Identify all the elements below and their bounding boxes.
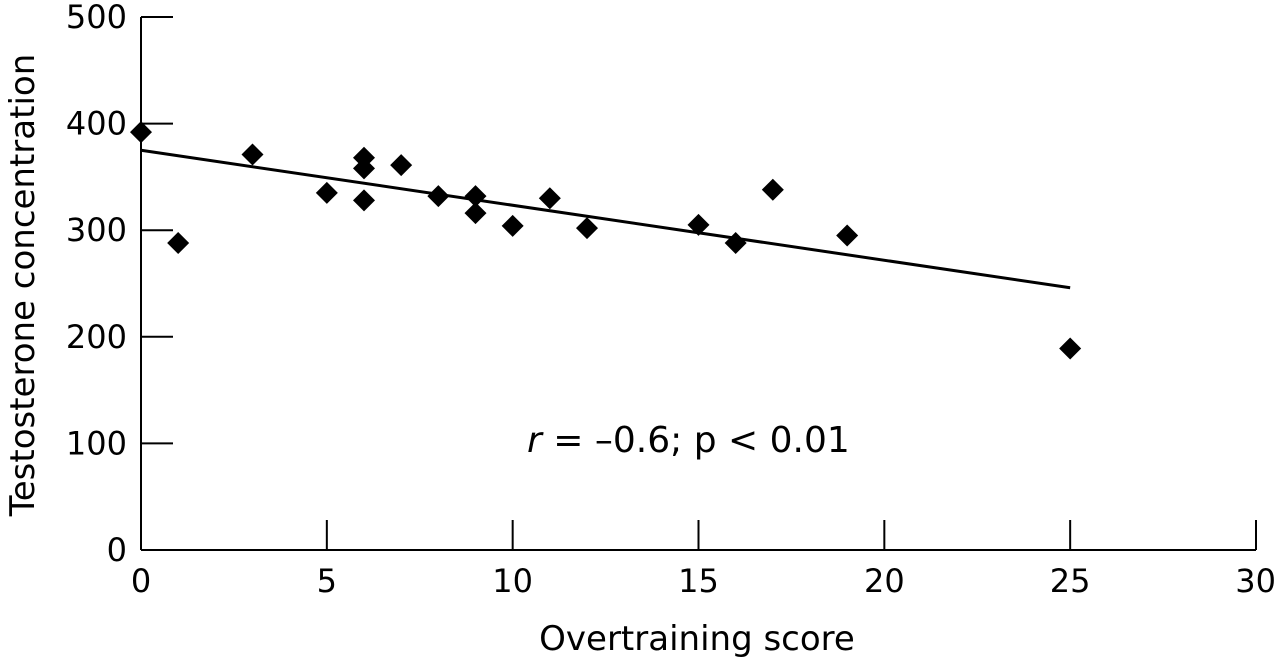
data-point-diamond [353,189,375,212]
data-point-diamond [501,214,524,237]
data-point-diamond [761,178,784,201]
annotation-stats: = –0.6; p < 0.01 [542,420,850,461]
y-tick-label: 0 [107,531,127,569]
data-points [130,121,1082,360]
y-tick-label: 500 [66,0,127,36]
x-axis-ticks: 0 5 10 15 20 25 30 [131,520,1276,600]
data-point-diamond [724,231,747,254]
data-point-diamond [315,181,338,204]
correlation-annotation: r = –0.6; p < 0.01 [527,420,850,461]
data-point-diamond [241,143,264,166]
y-tick-label: 300 [66,211,127,249]
x-tick-label: 25 [1050,562,1091,600]
x-tick-label: 20 [864,562,905,600]
y-tick-label: 100 [66,424,127,462]
data-point-diamond [390,154,413,177]
x-tick-label: 0 [131,562,151,600]
x-tick-label: 30 [1235,562,1276,600]
y-tick-label: 400 [66,105,127,143]
data-point-diamond [130,121,152,144]
x-tick-label: 10 [492,562,533,600]
y-axis-ticks: 0 100 200 300 400 500 [66,0,173,569]
trend-line [140,148,1071,290]
y-axis-title: Testosterone concentration [3,54,43,518]
x-axis-title: Overtraining score [539,619,855,659]
annotation-r-symbol: r [527,420,544,461]
axes [140,17,1256,551]
x-tick-label: 5 [317,562,337,600]
x-tick-label: 15 [678,562,719,600]
data-point-diamond [1059,337,1082,360]
data-point-diamond [576,217,598,240]
data-point-diamond [836,224,859,247]
data-point-diamond [464,185,487,208]
data-point-diamond [687,213,710,236]
y-tick-label: 200 [66,318,127,356]
data-point-diamond [464,202,487,225]
data-point-diamond [167,231,190,254]
data-point-diamond [538,187,561,210]
data-point-diamond [427,185,450,208]
data-point-diamond [353,157,375,180]
